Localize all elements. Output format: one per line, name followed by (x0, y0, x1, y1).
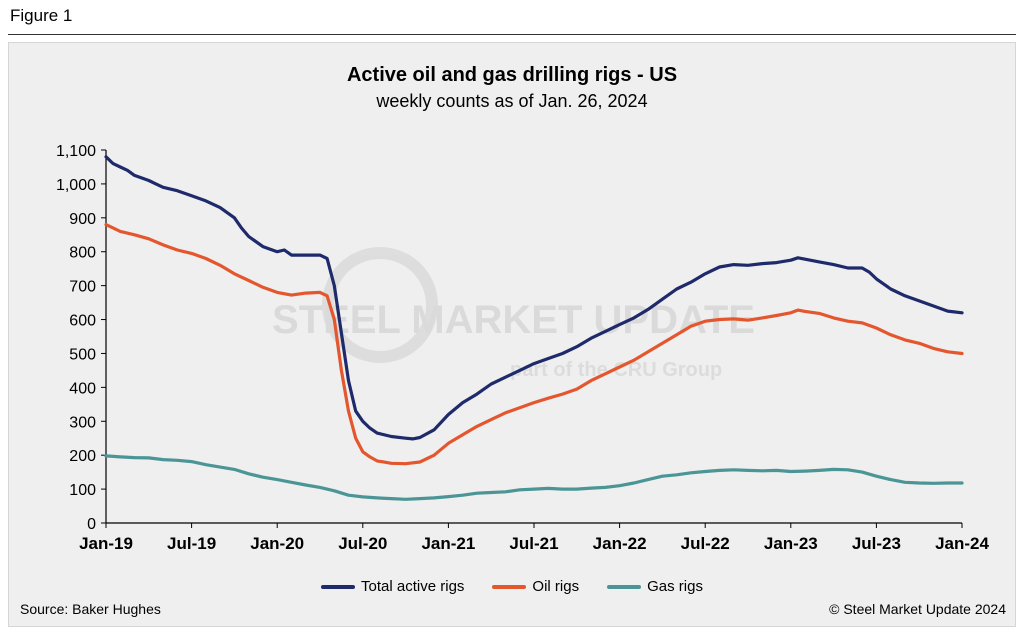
legend-swatch (607, 584, 642, 589)
x-axis-ticks: Jan-19 Jul-19 Jan-20 Jul-20 Jan-21 Jul-21 Jan-… (79, 523, 989, 553)
x-tick-label: Jul-22 (681, 534, 730, 553)
source-note: Source: Baker Hughes (20, 601, 161, 617)
y-axis-ticks: 0 100 200 300 400 500 600 700 800 900 1,000 1,100 (56, 143, 106, 533)
x-tick-label: Jan-19 (79, 534, 133, 553)
legend-item: Gas rigs (607, 578, 703, 595)
y-tick-label: 900 (69, 211, 96, 228)
x-tick-label: Jan-22 (593, 534, 647, 553)
header-rule (8, 34, 1016, 35)
legend-item: Oil rigs (492, 578, 579, 595)
legend: Total active rigs Oil rigs Gas rigs (0, 578, 1024, 595)
x-tick-label: Jan-23 (764, 534, 818, 553)
legend-label: Total active rigs (361, 578, 465, 595)
chart-panel (8, 42, 1016, 627)
x-tick-label: Jul-20 (338, 534, 387, 553)
y-tick-label: 200 (69, 448, 96, 465)
legend-swatch (492, 584, 527, 589)
chart-title: Active oil and gas drilling rigs - US (347, 64, 677, 86)
y-tick-label: 600 (69, 313, 96, 330)
series-line-0 (104, 155, 964, 441)
x-tick-label: Jan-20 (250, 534, 304, 553)
y-tick-label: 1,100 (56, 143, 96, 160)
chart-subtitle: weekly counts as of Jan. 26, 2024 (375, 91, 647, 111)
x-tick-label: Jul-19 (167, 534, 216, 553)
figure-label: Figure 1 (10, 6, 73, 25)
legend-swatch (321, 584, 356, 589)
y-tick-label: 800 (69, 245, 96, 262)
y-tick-label: 1,000 (56, 177, 96, 194)
x-tick-label: Jan-24 (935, 534, 989, 553)
watermark: STEEL MARKET UPDATE part of the CRU Grou… (272, 247, 755, 381)
series-lines (104, 155, 964, 501)
series-line-1 (104, 223, 964, 466)
y-tick-label: 500 (69, 346, 96, 363)
legend-item: Total active rigs (321, 578, 464, 595)
y-tick-label: 0 (87, 516, 96, 533)
y-tick-label: 300 (69, 414, 96, 431)
x-tick-label: Jan-21 (421, 534, 475, 553)
y-tick-label: 400 (69, 380, 96, 397)
x-tick-label: Jul-21 (509, 534, 558, 553)
series-line-2 (104, 454, 964, 501)
copyright-note: © Steel Market Update 2024 (829, 601, 1006, 617)
y-tick-label: 700 (69, 279, 96, 296)
watermark-logo-ring (322, 247, 438, 363)
watermark-brand: STEEL MARKET UPDATE (272, 298, 755, 342)
legend-label: Gas rigs (647, 578, 703, 595)
y-tick-label: 100 (69, 482, 96, 499)
x-tick-label: Jul-23 (852, 534, 901, 553)
legend-label: Oil rigs (532, 578, 580, 595)
